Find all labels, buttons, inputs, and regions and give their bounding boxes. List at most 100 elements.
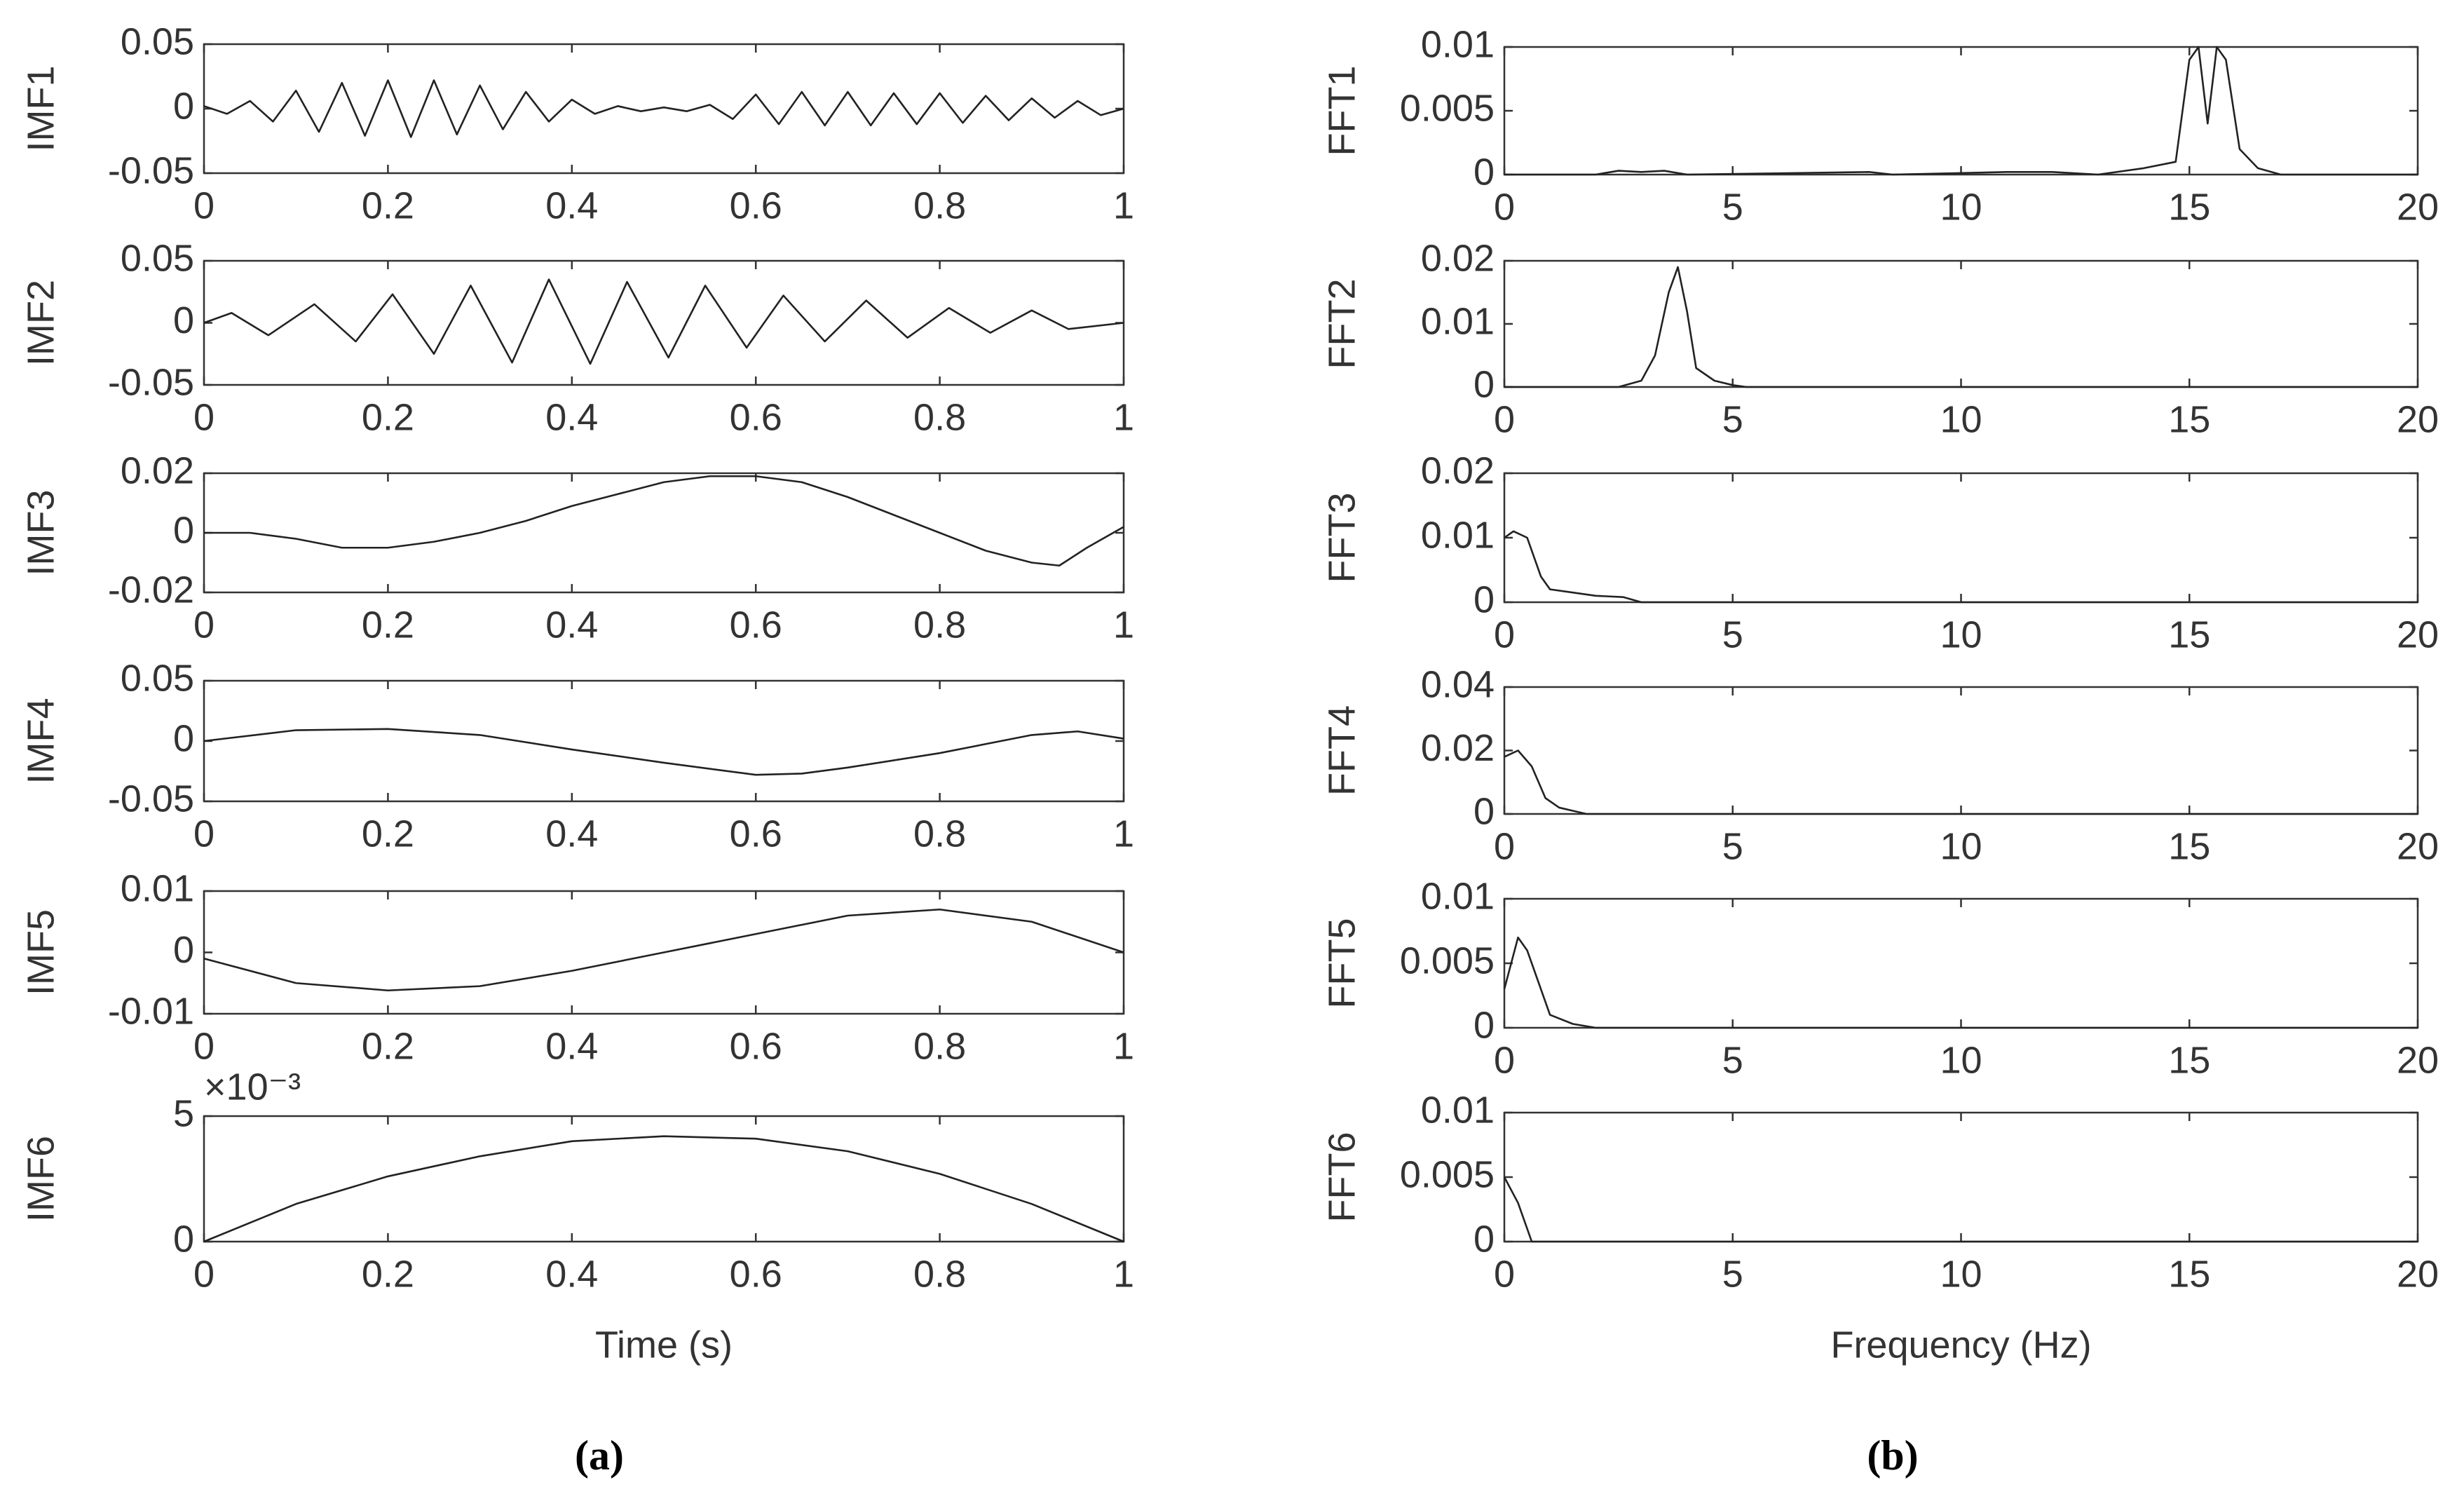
y-tick-label: 0.02 — [1421, 727, 1495, 769]
x-tick-label: 10 — [1940, 825, 1982, 867]
x-tick-label: 5 — [1722, 398, 1743, 440]
y-tick-label: 0 — [1473, 363, 1495, 405]
y-axis-label: FFT1 — [1321, 66, 1363, 156]
y-axis-label: IMF5 — [20, 909, 62, 996]
data-line — [203, 908, 1124, 992]
data-line — [1504, 266, 2418, 388]
data-line — [1504, 46, 2418, 176]
y-tick-label: 0.04 — [1421, 663, 1495, 705]
y-tick-label: 0 — [173, 1218, 194, 1260]
axes-frame — [203, 679, 1125, 803]
axes-frame — [1503, 472, 2419, 604]
x-tick-label: 10 — [1940, 398, 1982, 440]
y-tick-label: 0.01 — [1421, 23, 1495, 65]
x-tick-label: 0.6 — [730, 1253, 782, 1295]
x-tick-label: 0.4 — [545, 604, 598, 646]
data-line — [203, 79, 1124, 138]
x-tick-label: 0 — [193, 184, 215, 226]
y-axis-label: FFT5 — [1321, 918, 1363, 1009]
y-tick-label: 0 — [173, 85, 194, 127]
x-tick-label: 0 — [1494, 613, 1515, 656]
x-tick-label: 0 — [1494, 1039, 1515, 1081]
y-tick-label: 0 — [1473, 1218, 1495, 1260]
x-tick-label: 0.4 — [545, 1253, 598, 1295]
y-tick-label: 0.01 — [1421, 514, 1495, 556]
x-tick-label: 20 — [2397, 825, 2439, 867]
x-tick-label: 1 — [1113, 604, 1134, 646]
y-tick-label: 0.01 — [121, 867, 194, 909]
x-tick-label: 1 — [1113, 184, 1134, 226]
x-tick-label: 20 — [2397, 398, 2439, 440]
x-tick-label: 0.8 — [913, 1025, 966, 1067]
x-tick-label: 15 — [2168, 613, 2210, 656]
y-tick-label: 0 — [173, 717, 194, 759]
x-tick-label: 0.8 — [913, 604, 966, 646]
x-tick-label: 0 — [193, 1253, 215, 1295]
y-axis-label: IMF3 — [20, 489, 62, 576]
y-tick-label: 0.02 — [1421, 449, 1495, 491]
x-tick-label: 15 — [2168, 825, 2210, 867]
y-tick-label: 0.01 — [1421, 300, 1495, 342]
y-tick-label: 5 — [173, 1092, 194, 1134]
y-axis-label: FFT2 — [1321, 279, 1363, 369]
x-tick-label: 5 — [1722, 186, 1743, 228]
x-tick-label: 15 — [2168, 186, 2210, 228]
y-tick-label: 0 — [1473, 790, 1495, 832]
x-tick-label: 0.8 — [913, 396, 966, 438]
y-tick-label: 0.005 — [1400, 1153, 1495, 1195]
x-tick-label: 0.2 — [362, 396, 414, 438]
y-tick-label: 0 — [173, 299, 194, 341]
x-tick-label: 0 — [193, 396, 215, 438]
x-tick-label: 1 — [1113, 1253, 1134, 1295]
data-line — [1503, 1176, 2418, 1243]
y-tick-label: 0 — [1473, 151, 1495, 193]
data-line — [204, 475, 1124, 567]
x-tick-label: 10 — [1940, 186, 1982, 228]
y-tick-label: -0.05 — [108, 149, 194, 191]
axes-frame — [1503, 897, 2419, 1029]
y-axis-label: IMF6 — [20, 1136, 62, 1222]
data-line — [1503, 936, 2418, 1029]
x-tick-label: 0.6 — [730, 396, 782, 438]
x-tick-label: 0.4 — [545, 1025, 598, 1067]
axes-frame — [1503, 1111, 2419, 1243]
y-tick-label: 0.01 — [1421, 1089, 1495, 1131]
y-axis-label: FFT4 — [1321, 705, 1363, 796]
y-tick-label: -0.05 — [108, 777, 194, 820]
x-tick-label: 0.2 — [362, 604, 414, 646]
y-tick-label: 0 — [173, 509, 194, 551]
x-axis-label: Time (s) — [595, 1324, 733, 1366]
x-tick-label: 0 — [1494, 186, 1515, 228]
y-axis-label: FFT6 — [1321, 1132, 1363, 1223]
y-tick-label: -0.05 — [108, 361, 194, 403]
x-tick-label: 5 — [1722, 1253, 1743, 1295]
x-tick-label: 0.8 — [913, 1253, 966, 1295]
axes-frame — [203, 259, 1125, 386]
x-axis-label: Frequency (Hz) — [1830, 1324, 2091, 1366]
x-tick-label: 20 — [2397, 613, 2439, 656]
x-tick-label: 0 — [1494, 1253, 1515, 1295]
x-tick-label: 20 — [2397, 186, 2439, 228]
x-tick-label: 1 — [1113, 813, 1134, 855]
x-tick-label: 0 — [1494, 825, 1515, 867]
x-tick-label: 0 — [193, 1025, 215, 1067]
axes-frame — [1503, 46, 2419, 176]
x-tick-label: 5 — [1722, 613, 1743, 656]
panel-caption: (b) — [1867, 1432, 1918, 1479]
x-tick-label: 0 — [1494, 398, 1515, 440]
data-line — [203, 728, 1124, 776]
x-tick-label: 1 — [1113, 1025, 1134, 1067]
x-tick-label: 20 — [2397, 1039, 2439, 1081]
x-tick-label: 10 — [1940, 1253, 1982, 1295]
x-tick-label: 0.4 — [545, 396, 598, 438]
y-axis-label: FFT3 — [1321, 493, 1363, 583]
x-tick-label: 15 — [2168, 398, 2210, 440]
y-tick-label: 0.005 — [1400, 939, 1495, 982]
y-tick-label: 0 — [1473, 1004, 1495, 1046]
x-tick-label: 5 — [1722, 825, 1743, 867]
x-tick-label: 0.6 — [730, 1025, 782, 1067]
axes-frame — [1503, 259, 2419, 388]
x-tick-label: 0.2 — [362, 184, 414, 226]
data-line — [203, 1135, 1124, 1243]
y-tick-label: 0.05 — [121, 657, 194, 699]
